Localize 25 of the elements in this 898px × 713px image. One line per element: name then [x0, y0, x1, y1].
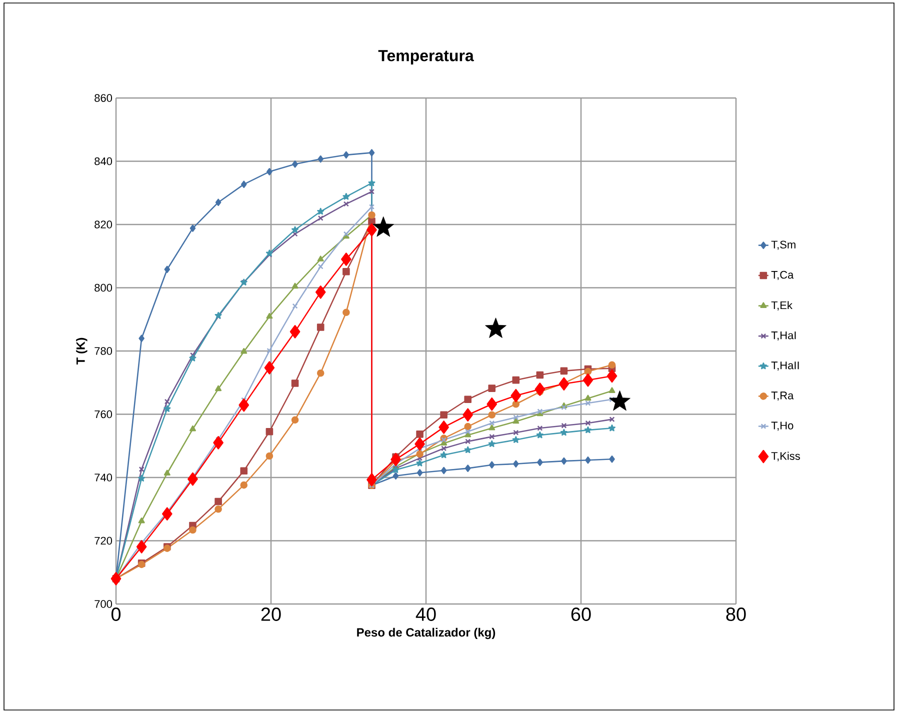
legend-label: T,Kiss — [771, 452, 800, 462]
x-tick-label: 0 — [111, 608, 121, 621]
y-tick-label: 740 — [94, 474, 112, 482]
legend-label: T,HaI — [771, 332, 796, 341]
y-tick-label: 820 — [94, 220, 112, 228]
y-axis-title: T (K) — [76, 338, 88, 365]
y-tick-label: 860 — [94, 94, 112, 102]
legend-label: T,Ek — [771, 301, 792, 310]
y-tick-label: 760 — [94, 410, 112, 418]
legend-label: T,HaII — [771, 362, 799, 371]
x-tick-label: 20 — [261, 608, 281, 621]
y-tick-label: 700 — [94, 600, 112, 608]
y-tick-label: 780 — [94, 347, 112, 355]
x-axis-title: Peso de Catalizador (kg) — [357, 628, 496, 640]
chart-title: Temperatura — [378, 50, 474, 64]
y-tick-label: 800 — [94, 284, 112, 292]
x-tick-label: 60 — [571, 608, 591, 621]
legend-label: T,Ca — [771, 270, 794, 280]
x-tick-label: 80 — [726, 608, 746, 621]
y-tick-label: 720 — [94, 536, 112, 545]
legend-label: T,Ra — [771, 392, 794, 401]
legend-label: T,Ho — [771, 422, 794, 431]
y-tick-label: 840 — [94, 157, 112, 166]
x-tick-label: 40 — [416, 608, 436, 621]
legend-label: T,Sm — [771, 240, 796, 250]
